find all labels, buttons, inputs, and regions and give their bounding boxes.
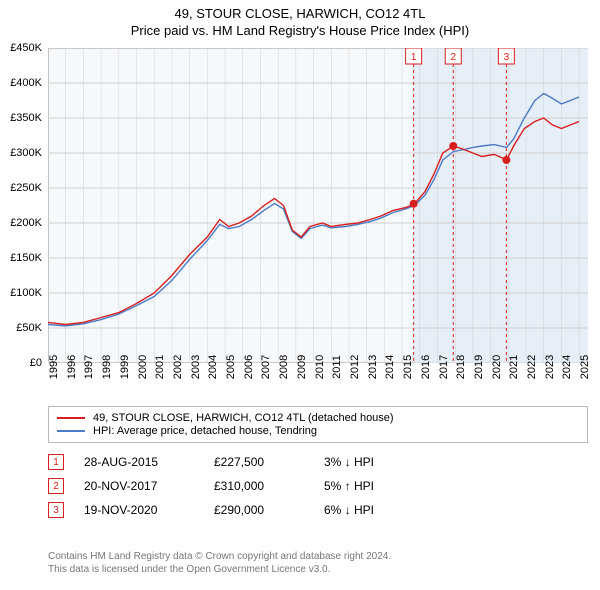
y-tick-label: £300K [10,147,42,159]
x-tick-label: 2012 [349,355,361,379]
x-tick-label: 2015 [402,355,414,379]
event-date: 28-AUG-2015 [84,455,194,469]
x-axis-ticks: 1995199619971998199920002001200220032004… [48,365,588,401]
x-tick-label: 2001 [154,355,166,379]
x-tick-label: 2007 [260,355,272,379]
legend-item: HPI: Average price, detached house, Tend… [57,425,579,437]
y-axis-ticks: £0£50K£100K£150K£200K£250K£300K£350K£400… [0,48,46,363]
x-tick-label: 2025 [579,355,591,379]
event-number-box: 3 [48,502,64,518]
x-tick-label: 1995 [48,355,60,379]
x-tick-label: 2016 [420,355,432,379]
event-number-box: 1 [48,454,64,470]
legend-label: HPI: Average price, detached house, Tend… [93,425,317,437]
event-delta: 6% ↓ HPI [324,503,374,517]
event-price: £310,000 [214,479,304,493]
legend: 49, STOUR CLOSE, HARWICH, CO12 4TL (deta… [48,406,588,443]
y-tick-label: £350K [10,112,42,124]
event-row: 3 19-NOV-2020 £290,000 6% ↓ HPI [48,498,588,522]
x-tick-label: 2002 [172,355,184,379]
legend-swatch [57,430,85,432]
event-price: £227,500 [214,455,304,469]
events-table: 1 28-AUG-2015 £227,500 3% ↓ HPI 2 20-NOV-2017… [48,450,588,522]
footer-line2: This data is licensed under the Open Gov… [48,563,588,576]
legend-label: 49, STOUR CLOSE, HARWICH, CO12 4TL (deta… [93,412,394,424]
event-row: 1 28-AUG-2015 £227,500 3% ↓ HPI [48,450,588,474]
legend-item: 49, STOUR CLOSE, HARWICH, CO12 4TL (deta… [57,412,579,424]
x-tick-label: 2024 [561,355,573,379]
x-tick-label: 2022 [526,355,538,379]
y-tick-label: £150K [10,252,42,264]
x-tick-label: 2003 [190,355,202,379]
x-tick-label: 2020 [491,355,503,379]
plot-svg: 1 2 3 [48,48,588,363]
chart-container: 49, STOUR CLOSE, HARWICH, CO12 4TL Price… [0,0,600,590]
event-number-box: 2 [48,478,64,494]
x-tick-label: 1998 [101,355,113,379]
y-tick-label: £0 [30,357,42,369]
y-tick-label: £450K [10,42,42,54]
footer-line1: Contains HM Land Registry data © Crown c… [48,550,588,563]
x-tick-label: 1996 [66,355,78,379]
event-date: 20-NOV-2017 [84,479,194,493]
legend-swatch [57,417,85,419]
x-tick-label: 2006 [243,355,255,379]
title-line1: 49, STOUR CLOSE, HARWICH, CO12 4TL [0,6,600,21]
event-date: 19-NOV-2020 [84,503,194,517]
plot-area: 1 2 3 [48,48,588,363]
y-tick-label: £50K [16,322,42,334]
svg-text:3: 3 [504,52,510,63]
x-tick-label: 1997 [83,355,95,379]
y-tick-label: £250K [10,182,42,194]
chart-titles: 49, STOUR CLOSE, HARWICH, CO12 4TL Price… [0,0,600,38]
event-delta: 3% ↓ HPI [324,455,374,469]
x-tick-label: 2004 [207,355,219,379]
event-delta: 5% ↑ HPI [324,479,374,493]
svg-text:1: 1 [411,52,417,63]
event-row: 2 20-NOV-2017 £310,000 5% ↑ HPI [48,474,588,498]
x-tick-label: 1999 [119,355,131,379]
event-price: £290,000 [214,503,304,517]
y-tick-label: £200K [10,217,42,229]
x-tick-label: 2014 [384,355,396,379]
x-tick-label: 2018 [455,355,467,379]
svg-text:2: 2 [450,52,456,63]
x-tick-label: 2023 [544,355,556,379]
title-line2: Price paid vs. HM Land Registry's House … [0,23,600,38]
x-tick-label: 2008 [278,355,290,379]
x-tick-label: 2009 [296,355,308,379]
y-tick-label: £100K [10,287,42,299]
x-tick-label: 2000 [137,355,149,379]
x-tick-label: 2005 [225,355,237,379]
x-tick-label: 2019 [473,355,485,379]
x-tick-label: 2011 [331,355,343,379]
footer: Contains HM Land Registry data © Crown c… [48,550,588,576]
x-tick-label: 2021 [508,355,520,379]
x-tick-label: 2013 [367,355,379,379]
x-tick-label: 2010 [314,355,326,379]
x-tick-label: 2017 [438,355,450,379]
y-tick-label: £400K [10,77,42,89]
